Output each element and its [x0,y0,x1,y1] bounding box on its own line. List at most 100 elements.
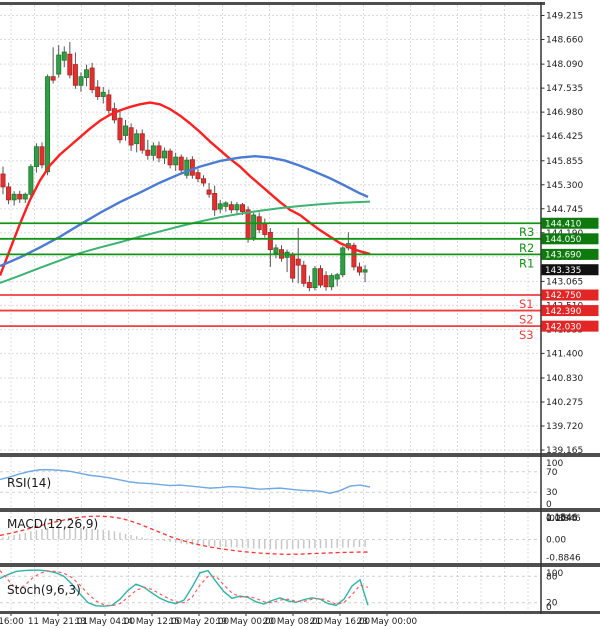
macd-signal-line [0,515,368,555]
candle-bullish [340,247,346,276]
candle-bullish [312,268,318,289]
candle-bearish [6,186,12,201]
candle-bullish [61,51,67,61]
candle-bullish [362,269,368,273]
indicator-axis-label: 20 [546,599,558,609]
R1-badge [541,248,599,260]
candle-bullish [223,202,229,207]
price-tick-label: 147.535 [546,84,583,94]
candle-bearish [245,209,251,240]
candle-bullish [134,133,140,145]
candle-bearish [206,189,212,195]
candle-bullish [150,145,156,156]
candle-bullish [28,166,34,195]
time-tick-label: 20 May 08:00 [263,617,324,627]
candle-bearish [262,223,268,235]
candle-bearish [95,86,101,97]
price-tick-label: 139.165 [546,446,583,456]
S2-badge [541,305,599,317]
indicator-axis-label: 100 [546,459,563,469]
macd-axis-label: -0.8846 [546,553,581,563]
macd-axis-label: 0.00 [546,536,566,546]
candle-bullish [217,203,223,210]
R2-badge [541,233,599,245]
candle-bullish [45,76,51,173]
price-tick-label: 139.720 [546,422,583,432]
rsi-panel-title: RSI(14) [7,476,52,490]
badge-value: 144.050 [545,235,582,245]
macd-axis-label: 1.1546 [546,513,578,523]
candle-bearish [240,204,246,212]
price-tick-label: 149.215 [546,12,583,22]
candle-bullish [11,193,17,201]
candle-bearish [306,282,312,289]
candle-bearish [195,172,201,180]
candle-bearish [139,133,145,151]
candle-bearish [89,67,95,91]
panel-border [0,508,600,512]
candle-bearish [0,173,6,188]
price-tick-label: 146.980 [546,108,583,118]
candle-bullish [173,156,179,166]
price-tick-label: 148.660 [546,35,583,45]
indicator-axis-label: 0 [546,603,552,613]
candle-bullish [329,275,335,288]
badge-value: 142.030 [545,322,582,332]
candle-bearish [228,204,234,211]
candle-bullish [22,193,28,200]
candle-bearish [201,178,207,184]
S3-label: S3 [519,328,534,342]
candle-bearish [67,53,73,76]
badge-value: 143.690 [545,251,582,261]
candle-bearish [156,145,162,159]
price-tick-label: 140.830 [546,374,583,384]
badge-value: 142.390 [545,307,582,317]
candle-bearish [323,275,329,288]
candle-bullish [56,54,62,75]
stoch-panel-title: Stoch(9,6,3) [7,583,81,597]
candle-bearish [295,258,301,266]
time-tick-label: 19 May 00:00 [216,617,277,627]
time-tick-label: 15 May 20:00 [169,617,230,627]
candle-bearish [189,159,195,176]
stoch-k-line [0,569,369,607]
candle-bullish [162,150,168,159]
candle-bearish [167,150,173,166]
rsi-line [0,469,371,494]
time-tick-label: 16:00 [0,617,24,627]
price-tick-label: 146.425 [546,132,583,142]
candle-bearish [106,94,112,111]
indicator-axis-label: 70 [546,468,558,478]
indicator-axis-label: 80 [546,572,558,582]
candle-bullish [123,125,129,136]
candle-bearish [290,253,296,279]
candle-bullish [334,274,340,280]
badge-value: 144.410 [545,219,582,229]
panel-border [0,2,545,5]
S1-badge [541,289,599,301]
indicator-axis-label: -0.8846 [546,514,581,524]
panel-border [0,453,600,457]
macd-panel-title: MACD(12,26,9) [7,517,99,531]
S1-label: S1 [519,297,534,311]
R3-badge [541,217,599,229]
candle-bearish [212,193,218,211]
candle-bearish [301,264,307,284]
R2-label: R2 [519,241,534,255]
indicator-axis-label: 0 [546,500,552,510]
candle-bullish [251,214,257,238]
candle-bearish [128,127,134,146]
badge-value: 143.335 [545,266,581,276]
candle-bullish [100,91,106,97]
candle-bearish [356,266,362,273]
R1-label: R1 [519,256,534,270]
candle-bearish [145,149,151,156]
R3-label: R3 [519,225,534,239]
ma-slow-blue [0,155,369,268]
price-tick-label: 141.400 [546,349,583,359]
time-tick-label: 23 May 00:00 [357,617,418,627]
candle-bearish [117,117,123,141]
panel-border [0,563,600,567]
candle-bullish [78,76,84,86]
